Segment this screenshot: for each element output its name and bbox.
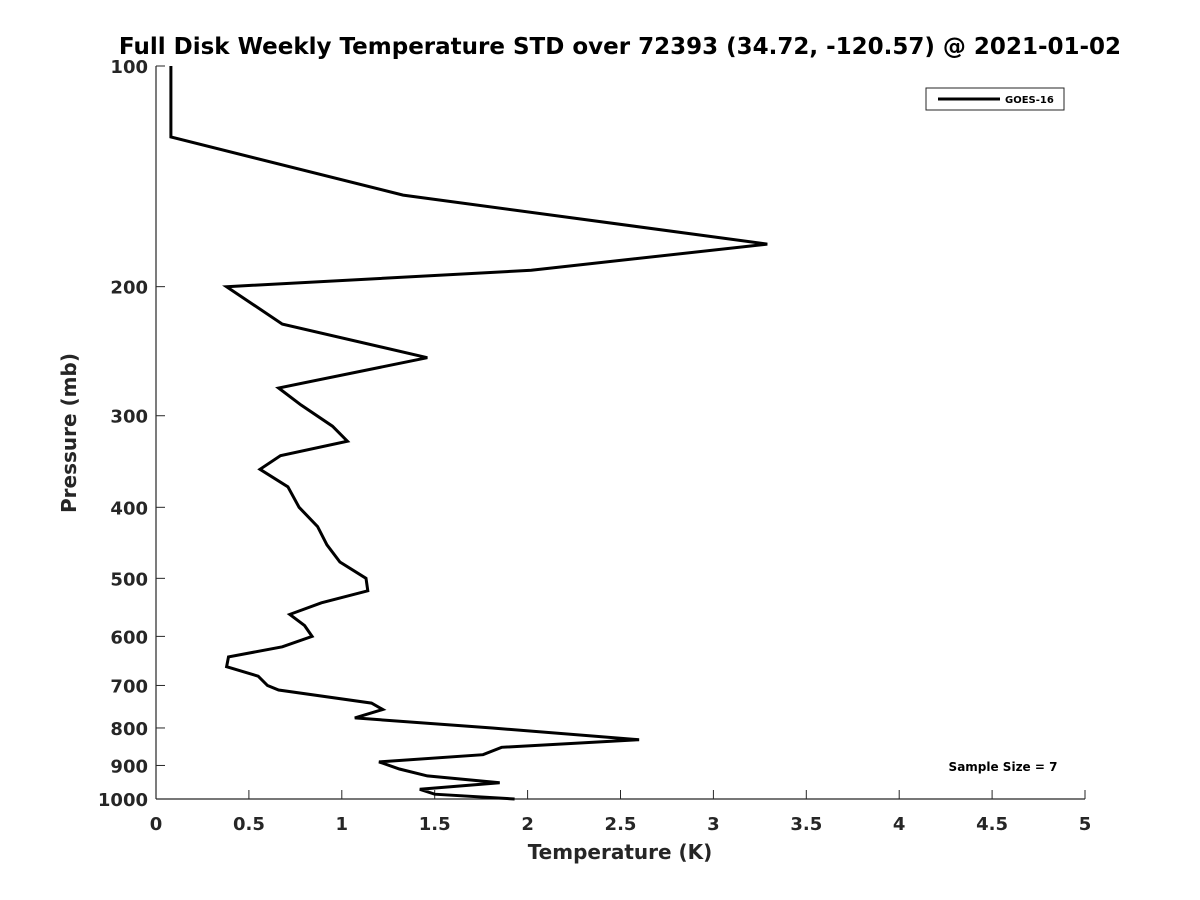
y-axis-label: Pressure (mb) [57,353,81,513]
y-tick-label: 600 [110,627,148,648]
y-tick-label: 900 [110,756,148,777]
x-tick-label: 1.5 [419,814,451,835]
y-tick-label: 1000 [98,790,148,811]
legend-label-goes-16: GOES-16 [1005,95,1054,106]
x-tick-label: 4 [893,814,906,835]
series-layer [169,66,768,801]
x-tick-label: 2 [521,814,534,835]
x-tick-label: 3 [707,814,720,835]
series-line-goes-16 [169,66,768,801]
sample-size-annotation: Sample Size = 7 [949,760,1058,774]
x-tick-label: 0 [150,814,163,835]
x-axis-label: Temperature (K) [528,840,713,864]
chart-title: Full Disk Weekly Temperature STD over 72… [119,34,1121,60]
y-tick-label: 400 [110,498,148,519]
y-tick-label: 700 [110,676,148,697]
axes: 0 0.5 1 1.5 2 2.5 3 3.5 4 4.5 5 100 200 300 400 500 600 7… [98,57,1091,835]
y-tick-label: 100 [110,57,148,78]
legend: GOES-16 [925,87,1065,111]
x-tick-label: 4.5 [976,814,1008,835]
x-tick-label: 5 [1079,814,1092,835]
y-tick-label: 800 [110,719,148,740]
x-tick-label: 0.5 [233,814,265,835]
y-tick-label: 300 [110,407,148,428]
y-tick-label: 500 [110,569,148,590]
x-tick-label: 1 [336,814,349,835]
x-tick-label: 3.5 [790,814,822,835]
x-tick-label: 2.5 [605,814,637,835]
y-tick-label: 200 [110,278,148,299]
